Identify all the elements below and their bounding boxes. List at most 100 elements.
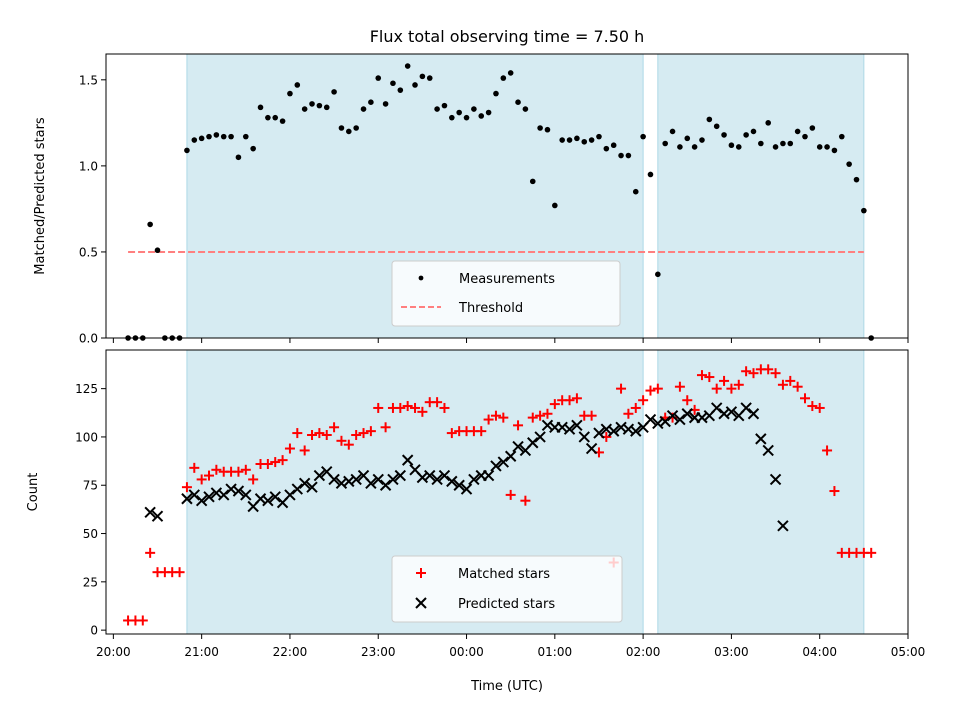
matched-star-point xyxy=(638,395,649,406)
predicted-star-point xyxy=(593,427,605,439)
measurement-point xyxy=(382,101,389,107)
matched-star-point xyxy=(571,393,582,404)
measurement-point xyxy=(294,82,301,88)
measurement-point xyxy=(743,132,749,138)
matched-star-point xyxy=(535,410,546,421)
predicted-star-point xyxy=(269,491,281,503)
predicted-star-point xyxy=(240,489,252,501)
predicted-star-point xyxy=(188,489,201,501)
predicted-star-point xyxy=(762,444,774,457)
matched-star-point xyxy=(181,482,192,493)
measurement-point xyxy=(625,152,632,159)
predicted-star-point xyxy=(504,450,517,462)
matched-stars-points xyxy=(123,364,877,626)
measurement-point xyxy=(184,147,190,154)
predicted-star-point xyxy=(328,473,340,486)
measurement-point xyxy=(309,101,315,107)
matched-star-point xyxy=(137,615,148,626)
bottom-y-axis-label: Count xyxy=(26,473,41,512)
bottom-legend-box xyxy=(391,555,623,623)
matched-star-point xyxy=(520,495,531,506)
top-observing-window-1 xyxy=(657,53,865,339)
measurement-point xyxy=(147,221,153,228)
measurement-point xyxy=(618,152,624,159)
measurement-point xyxy=(566,137,573,143)
bottom-legend: Matched stars Predicted stars xyxy=(391,555,623,623)
matched-star-point xyxy=(189,462,200,473)
legend-predicted-cross xyxy=(415,597,427,609)
measurement-point xyxy=(493,90,499,97)
legend-predicted-label: Predicted stars xyxy=(458,597,555,612)
matched-star-point xyxy=(211,464,222,475)
predicted-star-point xyxy=(482,469,495,482)
measurement-point xyxy=(485,109,492,116)
predicted-star-point xyxy=(291,483,304,495)
top-plot-frame xyxy=(105,53,909,339)
matched-star-point xyxy=(174,567,185,578)
matched-star-point xyxy=(248,474,259,485)
matched-star-point xyxy=(733,379,744,390)
top-y-tick-label: 1.0 xyxy=(79,159,98,173)
measurement-point xyxy=(250,145,256,152)
matched-star-point xyxy=(505,489,516,500)
measurement-point xyxy=(154,247,161,254)
predicted-star-point xyxy=(644,413,657,426)
top-legend: Measurements Threshold xyxy=(391,260,621,327)
measurement-point xyxy=(861,207,867,214)
x-tick-label: 04:00 xyxy=(802,645,837,659)
measurement-point xyxy=(198,135,205,142)
matched-star-point xyxy=(410,402,421,413)
predicted-star-point xyxy=(460,483,473,495)
matched-star-point xyxy=(395,402,406,413)
matched-star-point xyxy=(483,414,494,425)
matched-star-point xyxy=(741,366,752,377)
top-y-tick-label: 1.5 xyxy=(79,73,98,87)
measurement-point xyxy=(780,140,786,147)
measurement-point xyxy=(522,106,529,112)
x-tick-label: 23:00 xyxy=(361,645,396,659)
measurement-point xyxy=(419,73,426,80)
measurement-point xyxy=(368,99,374,105)
predicted-star-point xyxy=(350,473,362,486)
measurement-point xyxy=(390,80,396,87)
bottom-y-tick-label: 100 xyxy=(75,430,98,444)
matched-star-point xyxy=(674,381,685,392)
x-tick-label: 02:00 xyxy=(626,645,661,659)
matched-star-point xyxy=(277,455,288,466)
legend-matched-marker xyxy=(416,568,426,578)
measurement-point xyxy=(559,137,565,143)
predicted-star-point xyxy=(659,415,671,428)
measurement-point xyxy=(426,75,433,81)
matched-star-point xyxy=(623,408,634,419)
predicted-star-point xyxy=(512,440,524,453)
matched-star-point xyxy=(785,375,796,386)
measurement-point xyxy=(500,75,507,81)
measurement-point xyxy=(287,90,293,97)
measurement-point xyxy=(515,99,521,105)
measurement-point xyxy=(677,144,683,150)
matched-star-point xyxy=(314,428,325,439)
measurement-point xyxy=(669,128,676,135)
matched-star-point xyxy=(748,368,759,379)
measurement-point xyxy=(684,135,691,142)
measurement-point xyxy=(596,133,602,140)
predicted-star-point xyxy=(527,437,539,449)
predicted-star-point xyxy=(306,481,318,493)
x-tick-label: 03:00 xyxy=(714,645,749,659)
predicted-star-point xyxy=(578,431,590,443)
legend-measurements-label: Measurements xyxy=(459,272,555,287)
top-x-ticks xyxy=(112,338,909,343)
measurement-point xyxy=(802,133,808,140)
matched-star-point xyxy=(866,547,877,558)
matched-star-point xyxy=(542,408,553,419)
measurement-point xyxy=(853,176,860,183)
matched-star-point xyxy=(586,410,597,421)
matched-star-point xyxy=(763,364,774,375)
matched-star-point xyxy=(292,428,303,439)
legend-threshold-label: Threshold xyxy=(458,301,523,316)
measurement-point xyxy=(721,132,727,138)
matched-star-point xyxy=(822,445,833,456)
matched-star-point xyxy=(145,547,156,558)
matched-star-point xyxy=(402,401,413,412)
x-tick-label: 20:00 xyxy=(96,645,131,659)
